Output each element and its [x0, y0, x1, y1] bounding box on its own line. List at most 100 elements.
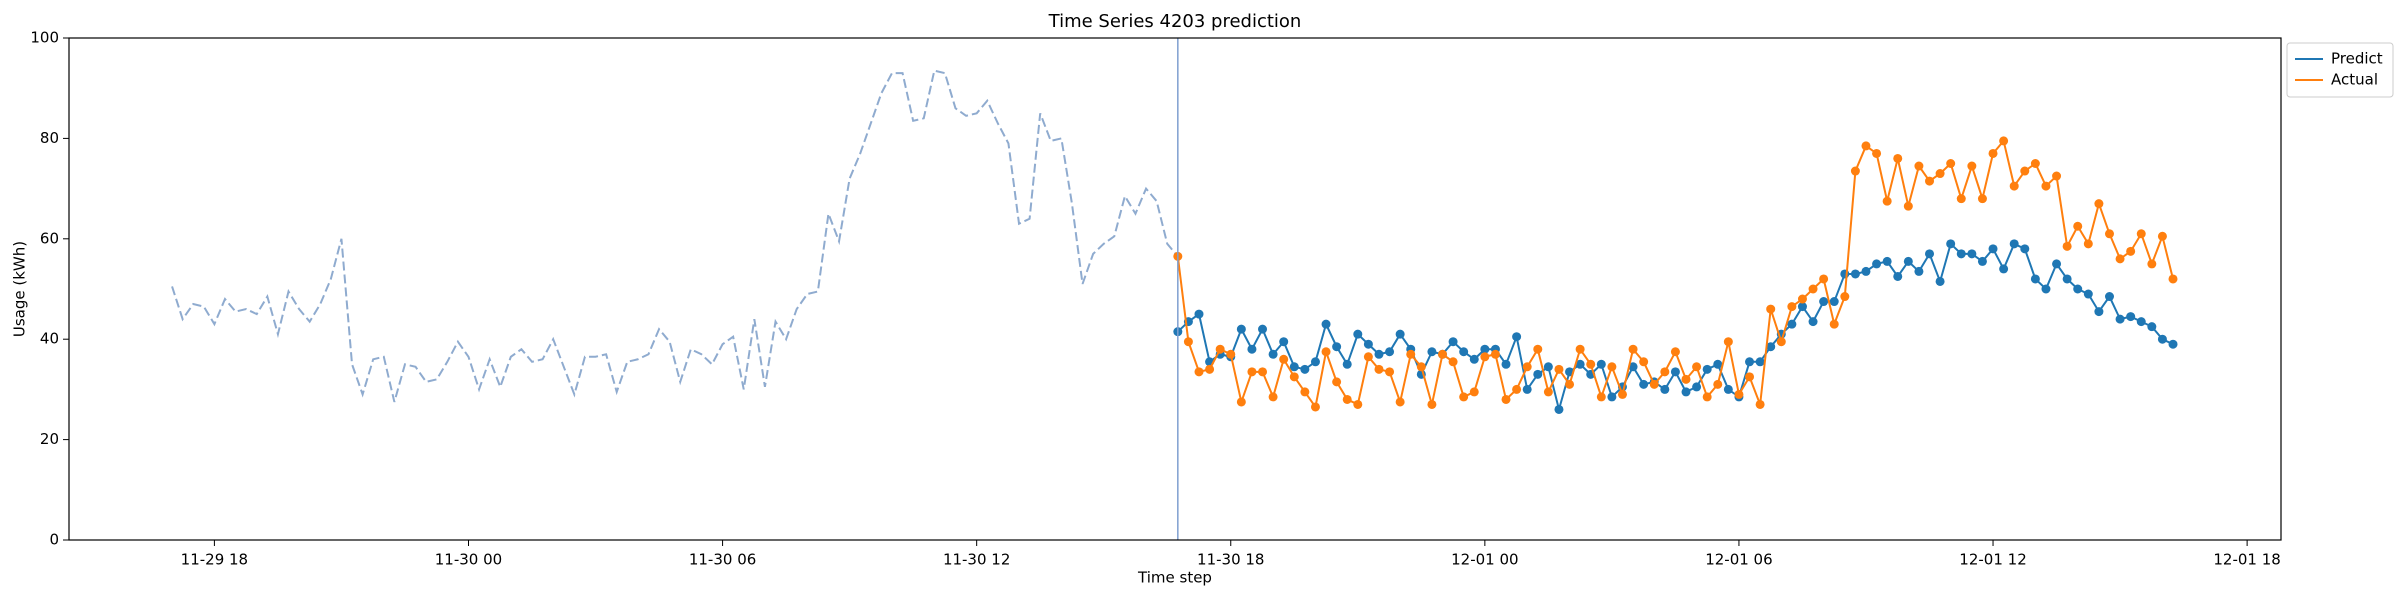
x-tick-label: 11-29 18	[181, 551, 248, 569]
chart-title: Time Series 4203 prediction	[1048, 11, 1302, 32]
data-point	[1448, 337, 1458, 347]
data-point	[1893, 153, 1903, 163]
legend-label: Predict	[2331, 50, 2383, 68]
legend-box	[2286, 42, 2394, 98]
data-point	[2052, 259, 2062, 269]
data-point	[1925, 249, 1935, 259]
legend-label: Actual	[2331, 71, 2378, 89]
data-point	[2041, 181, 2051, 191]
data-point	[1681, 374, 1691, 384]
data-point	[1787, 319, 1797, 329]
data-point	[1977, 256, 1987, 266]
data-point	[1596, 392, 1606, 402]
data-point	[1268, 349, 1278, 359]
data-point	[1543, 387, 1553, 397]
data-point	[1639, 379, 1649, 389]
data-point	[2073, 221, 2083, 231]
data-point	[1438, 349, 1448, 359]
data-point	[1236, 397, 1246, 407]
data-point	[1385, 347, 1395, 357]
data-point	[1670, 347, 1680, 357]
data-point	[1607, 392, 1617, 402]
data-point	[1459, 347, 1469, 357]
data-point	[1766, 304, 1776, 314]
data-point	[1522, 384, 1532, 394]
data-point	[1575, 344, 1585, 354]
data-point	[2030, 274, 2040, 284]
data-point	[1797, 294, 1807, 304]
data-point	[1565, 379, 1575, 389]
data-point	[1660, 384, 1670, 394]
data-point	[1490, 349, 1500, 359]
data-point	[1194, 367, 1204, 377]
data-point	[1596, 359, 1606, 369]
y-axis-label: Usage (kWh)	[11, 241, 29, 337]
data-point	[1469, 354, 1479, 364]
data-point	[1279, 354, 1289, 364]
data-point	[1745, 372, 1755, 382]
x-tick-label: 12-01 00	[1451, 551, 1518, 569]
data-point	[1310, 402, 1320, 412]
data-point	[1554, 404, 1564, 414]
x-tick-label: 11-30 18	[1197, 551, 1264, 569]
data-point	[1363, 352, 1373, 362]
data-point	[1925, 176, 1935, 186]
data-point	[1183, 337, 1193, 347]
data-point	[1755, 399, 1765, 409]
data-point	[2126, 312, 2136, 322]
plot-frame	[68, 37, 2282, 541]
data-point	[1279, 337, 1289, 347]
data-point	[1882, 256, 1892, 266]
x-axis-label: Time step	[1137, 569, 1212, 587]
data-point	[1819, 274, 1829, 284]
data-point	[1861, 266, 1871, 276]
data-point	[2157, 231, 2167, 241]
series-line	[171, 69, 1179, 403]
data-point	[1872, 259, 1882, 269]
data-point	[1342, 359, 1352, 369]
data-point	[1533, 344, 1543, 354]
data-point	[2052, 171, 2062, 181]
data-point	[1850, 269, 1860, 279]
data-point	[1734, 389, 1744, 399]
data-point	[1967, 249, 1977, 259]
data-point	[1300, 387, 1310, 397]
data-point	[1448, 357, 1458, 367]
data-point	[1205, 364, 1215, 374]
data-point	[1935, 169, 1945, 179]
data-point	[1850, 166, 1860, 176]
data-point	[2062, 241, 2072, 251]
data-point	[1829, 319, 1839, 329]
data-point	[1215, 344, 1225, 354]
data-point	[1512, 384, 1522, 394]
data-point	[1289, 372, 1299, 382]
data-point	[1914, 266, 1924, 276]
data-point	[1660, 367, 1670, 377]
data-point	[2083, 239, 2093, 249]
x-tick-label: 12-01 18	[2213, 551, 2280, 569]
data-point	[1649, 379, 1659, 389]
data-point	[1353, 399, 1363, 409]
data-point	[1501, 359, 1511, 369]
data-point	[1247, 344, 1257, 354]
data-point	[1374, 364, 1384, 374]
y-tick-label: 80	[40, 129, 59, 147]
data-point	[1321, 347, 1331, 357]
data-point	[1797, 302, 1807, 312]
data-point	[1512, 332, 1522, 342]
data-point	[1321, 319, 1331, 329]
data-point	[1575, 359, 1585, 369]
data-point	[1427, 347, 1437, 357]
data-point	[1977, 194, 1987, 204]
data-point	[2168, 339, 2178, 349]
data-point	[1353, 329, 1363, 339]
data-point	[2030, 159, 2040, 168]
data-point	[1702, 364, 1712, 374]
data-point	[2136, 317, 2146, 327]
y-tick-label: 60	[40, 229, 59, 247]
data-point	[1808, 317, 1818, 327]
data-point	[1554, 364, 1564, 374]
data-point	[1607, 362, 1617, 372]
data-point	[1522, 362, 1532, 372]
data-point	[1469, 387, 1479, 397]
